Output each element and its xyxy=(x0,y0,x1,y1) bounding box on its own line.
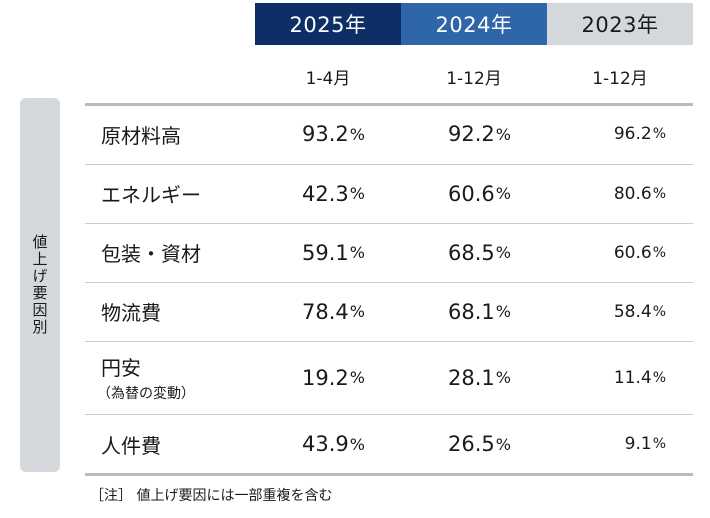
row-label-text: 包装・資材 xyxy=(101,242,201,266)
percent-unit: % xyxy=(495,434,511,454)
row-sublabel-text: （為替の変動） xyxy=(97,386,195,402)
value-number: 96.2 xyxy=(613,124,652,144)
value-number: 58.4 xyxy=(613,301,652,322)
value-number: 11.4 xyxy=(613,367,652,388)
value-number: 78.4 xyxy=(302,299,349,324)
percent-unit: % xyxy=(495,124,511,144)
value-cell-packaging-col1: 68.5% xyxy=(448,223,511,282)
value-number: 92.2 xyxy=(448,122,495,146)
year-header-2023: 2023年 xyxy=(547,3,693,45)
percent-unit: % xyxy=(349,302,365,321)
row-label-text: 人件費 xyxy=(101,433,161,458)
value-number: 19.2 xyxy=(302,365,349,390)
percent-unit: % xyxy=(652,303,666,320)
row-label-text: 原材料高 xyxy=(101,123,181,148)
value-number: 28.1 xyxy=(448,365,495,390)
value-cell-packaging-col2: 60.6% xyxy=(614,223,666,282)
value-cell-logistics-col0: 78.4% xyxy=(302,282,365,341)
percent-unit: % xyxy=(495,302,511,321)
value-cell-weak-yen-col2: 11.4% xyxy=(614,341,666,414)
value-cell-raw-materials-col0: 93.2% xyxy=(302,104,365,164)
row-label-weak-yen: 円安 （為替の変動） xyxy=(97,341,195,414)
row-label-labor: 人件費 xyxy=(101,414,161,474)
value-number: 60.6 xyxy=(613,242,652,263)
value-cell-weak-yen-col1: 28.1% xyxy=(448,341,511,414)
row-divider xyxy=(85,282,693,283)
value-number: 68.5 xyxy=(448,240,495,265)
row-label-logistics: 物流費 xyxy=(101,282,161,341)
percent-unit: % xyxy=(349,368,365,387)
percent-unit: % xyxy=(349,184,365,203)
percent-unit: % xyxy=(652,126,666,142)
period-2023: 1-12月 xyxy=(592,69,648,89)
side-label: 値上げ要因別 xyxy=(20,98,60,472)
percent-unit: % xyxy=(349,243,365,262)
row-label-raw-materials: 原材料高 xyxy=(101,104,181,164)
value-cell-logistics-col2: 58.4% xyxy=(614,282,666,341)
value-cell-energy-col1: 60.6% xyxy=(448,164,511,223)
percent-unit: % xyxy=(495,368,511,387)
value-number: 68.1 xyxy=(448,299,495,324)
value-number: 9.1 xyxy=(624,434,652,454)
percent-unit: % xyxy=(652,244,666,261)
row-label-text: 物流費 xyxy=(101,301,161,325)
value-number: 43.9 xyxy=(302,432,349,456)
percent-unit: % xyxy=(652,369,666,386)
percent-unit: % xyxy=(652,185,666,202)
value-cell-labor-col1: 26.5% xyxy=(448,414,511,474)
value-cell-raw-materials-col2: 96.2% xyxy=(614,104,666,164)
year-header-2025: 2025年 xyxy=(255,3,401,45)
value-number: 26.5 xyxy=(448,432,495,456)
footnote: ［注］ 値上げ要因には一部重複を含む xyxy=(90,488,333,504)
value-cell-energy-col0: 42.3% xyxy=(302,164,365,223)
value-number: 80.6 xyxy=(613,183,652,204)
row-label-packaging: 包装・資材 xyxy=(101,223,201,282)
year-header-2024: 2024年 xyxy=(401,3,547,45)
period-2025: 1-4月 xyxy=(305,69,351,89)
percent-unit: % xyxy=(495,184,511,203)
side-label-text: 値上げ要因別 xyxy=(30,234,49,336)
row-divider xyxy=(85,473,693,476)
value-number: 60.6 xyxy=(448,181,495,206)
row-divider xyxy=(85,414,693,415)
row-label-energy: エネルギー xyxy=(101,164,201,223)
row-label-text: エネルギー xyxy=(101,183,201,207)
row-divider xyxy=(85,164,693,165)
row-divider xyxy=(85,223,693,224)
value-cell-logistics-col1: 68.1% xyxy=(448,282,511,341)
value-number: 59.1 xyxy=(302,240,349,265)
row-divider xyxy=(85,341,693,342)
value-cell-labor-col2: 9.1% xyxy=(625,414,666,474)
percent-unit: % xyxy=(495,243,511,262)
row-label-text: 円安 xyxy=(101,356,141,380)
value-cell-energy-col2: 80.6% xyxy=(614,164,666,223)
value-cell-packaging-col0: 59.1% xyxy=(302,223,365,282)
row-divider xyxy=(85,103,693,106)
period-2024: 1-12月 xyxy=(446,69,502,89)
value-cell-labor-col0: 43.9% xyxy=(302,414,365,474)
value-cell-weak-yen-col0: 19.2% xyxy=(302,341,365,414)
value-number: 93.2 xyxy=(302,122,349,146)
value-number: 42.3 xyxy=(302,181,349,206)
percent-unit: % xyxy=(349,434,365,454)
percent-unit: % xyxy=(652,436,666,452)
value-cell-raw-materials-col1: 92.2% xyxy=(448,104,511,164)
percent-unit: % xyxy=(349,124,365,144)
